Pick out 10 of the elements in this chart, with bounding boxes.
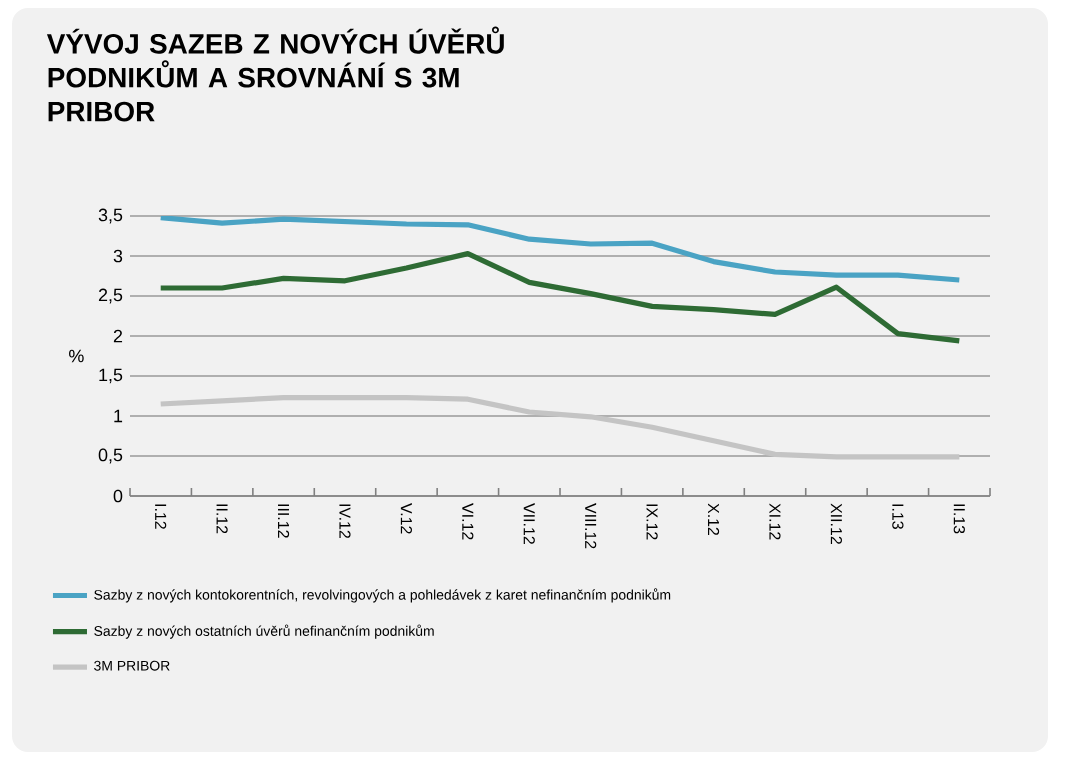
y-tick-label: 1,5 bbox=[99, 368, 123, 384]
y-tick-label: 0,5 bbox=[98, 448, 123, 464]
y-tick-label: 1 bbox=[114, 409, 123, 423]
y-axis-title: % bbox=[69, 349, 84, 363]
y-tick-label: 2 bbox=[113, 329, 123, 343]
y-tick-label: 3 bbox=[113, 249, 123, 263]
y-tick-label: 3,5 bbox=[98, 208, 123, 224]
y-tick-label: 0 bbox=[113, 489, 123, 503]
chart-title: VÝVOJ SAZEB Z NOVÝCH ÚVĚRŮ PODNIKŮM A SROVNÁNÍ S 3M PRIBOR bbox=[46, 26, 504, 122]
y-tick-label: 2,5 bbox=[98, 288, 123, 304]
